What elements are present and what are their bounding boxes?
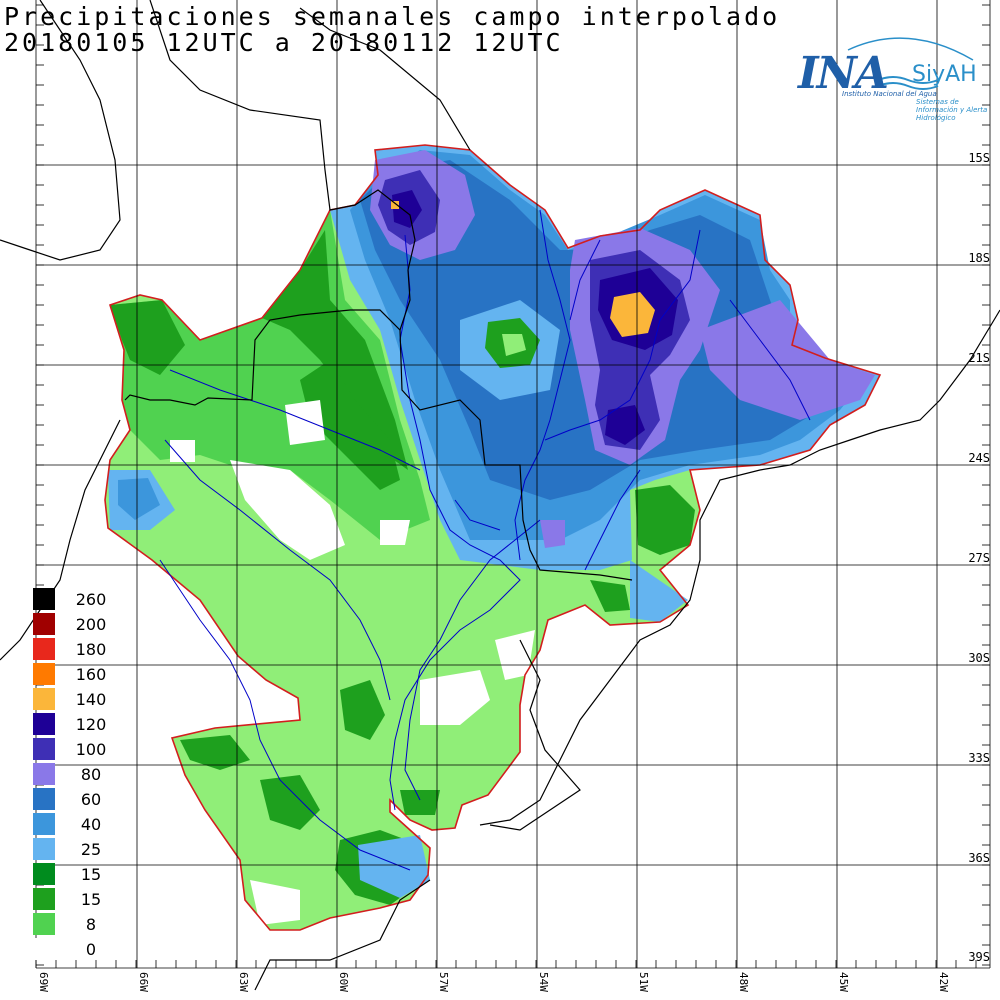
legend-swatch bbox=[33, 888, 55, 910]
lon-label-57w: 57W bbox=[437, 972, 450, 992]
legend-label: 60 bbox=[80, 790, 102, 809]
title-line-2: 20180105 12UTC a 20180112 12UTC bbox=[4, 28, 564, 57]
lon-label-69w: 69W bbox=[37, 972, 50, 992]
lat-label-21s: 21S bbox=[968, 351, 990, 365]
legend-label: 140 bbox=[75, 690, 107, 709]
legend-swatch bbox=[33, 938, 55, 960]
logo-subtitle-2: Sistemas de Información y Alerta Hidroló… bbox=[916, 98, 988, 122]
legend-swatch bbox=[33, 738, 55, 760]
legend-swatch bbox=[33, 713, 55, 735]
lat-label-24s: 24S bbox=[968, 451, 990, 465]
legend-swatch bbox=[33, 613, 55, 635]
ticks bbox=[35, 4, 990, 968]
logo-siyah-text: SiyAH bbox=[912, 62, 977, 87]
legend-swatch bbox=[33, 688, 55, 710]
legend-label: 80 bbox=[80, 765, 102, 784]
title-line-1: Precipitaciones semanales campo interpol… bbox=[4, 2, 781, 31]
lat-label-36s: 36S bbox=[968, 851, 990, 865]
grid bbox=[35, 0, 991, 969]
legend-swatch bbox=[33, 588, 55, 610]
legend-label: 15 bbox=[80, 865, 102, 884]
legend-swatch bbox=[33, 813, 55, 835]
lat-label-18s: 18S bbox=[968, 251, 990, 265]
legend-label: 15 bbox=[80, 890, 102, 909]
lon-label-60w: 60W bbox=[337, 972, 350, 992]
legend-label: 8 bbox=[85, 915, 97, 934]
rivers bbox=[159, 209, 811, 871]
legend-label: 260 bbox=[75, 590, 107, 609]
logo-subtitle: Instituto Nacional del Agua bbox=[842, 90, 937, 98]
lon-label-42w: 42W bbox=[937, 972, 950, 992]
legend-label: 100 bbox=[75, 740, 107, 759]
legend-label: 0 bbox=[85, 940, 97, 959]
legend-swatch bbox=[33, 663, 55, 685]
lat-label-33s: 33S bbox=[968, 751, 990, 765]
logo-ina-text: INA bbox=[798, 48, 889, 99]
lat-label-27s: 27S bbox=[968, 551, 990, 565]
legend-label: 120 bbox=[75, 715, 107, 734]
legend-swatch bbox=[33, 788, 55, 810]
legend-label: 40 bbox=[80, 815, 102, 834]
lon-label-54w: 54W bbox=[537, 972, 550, 992]
lon-label-51w: 51W bbox=[637, 972, 650, 992]
legend-swatch bbox=[33, 913, 55, 935]
lat-label-39s: 39S bbox=[968, 950, 990, 964]
legend-swatch bbox=[33, 638, 55, 660]
legend-label: 200 bbox=[75, 615, 107, 634]
lon-label-63w: 63W bbox=[237, 972, 250, 992]
legend-label: 180 bbox=[75, 640, 107, 659]
lat-label-30s: 30S bbox=[968, 651, 990, 665]
legend-swatch bbox=[33, 863, 55, 885]
legend-label: 25 bbox=[80, 840, 102, 859]
basin-outline bbox=[104, 144, 882, 931]
lon-label-45w: 45W bbox=[837, 972, 850, 992]
lon-label-48w: 48W bbox=[737, 972, 750, 992]
lon-label-66w: 66W bbox=[137, 972, 150, 992]
logo-arc-icon bbox=[847, 37, 974, 90]
legend-label: 160 bbox=[75, 665, 107, 684]
ina-siyah-logo: INA SiyAH Instituto Nacional del Agua Si… bbox=[798, 30, 994, 126]
legend-swatch bbox=[33, 763, 55, 785]
lat-label-15s: 15S bbox=[968, 151, 990, 165]
legend-swatch bbox=[33, 838, 55, 860]
